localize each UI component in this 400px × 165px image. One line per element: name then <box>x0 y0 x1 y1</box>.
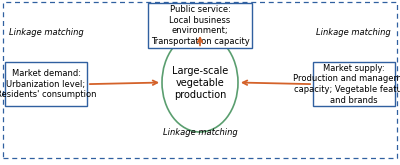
Text: Large-scale
vegetable
production: Large-scale vegetable production <box>172 66 228 99</box>
Text: Market demand:
Urbanization level;
Residents' consumption: Market demand: Urbanization level; Resid… <box>0 69 96 99</box>
FancyBboxPatch shape <box>313 62 395 106</box>
FancyBboxPatch shape <box>148 3 252 48</box>
Text: Market supply:
Production and management
capacity; Vegetable features
and brands: Market supply: Production and management… <box>293 64 400 105</box>
FancyBboxPatch shape <box>5 62 87 106</box>
Text: Linkage matching: Linkage matching <box>9 28 84 37</box>
Ellipse shape <box>162 33 238 132</box>
Text: Linkage matching: Linkage matching <box>316 28 391 37</box>
Text: Linkage matching: Linkage matching <box>163 128 237 137</box>
Text: Public service:
Local business
environment;
Transportation capacity: Public service: Local business environme… <box>151 5 249 46</box>
